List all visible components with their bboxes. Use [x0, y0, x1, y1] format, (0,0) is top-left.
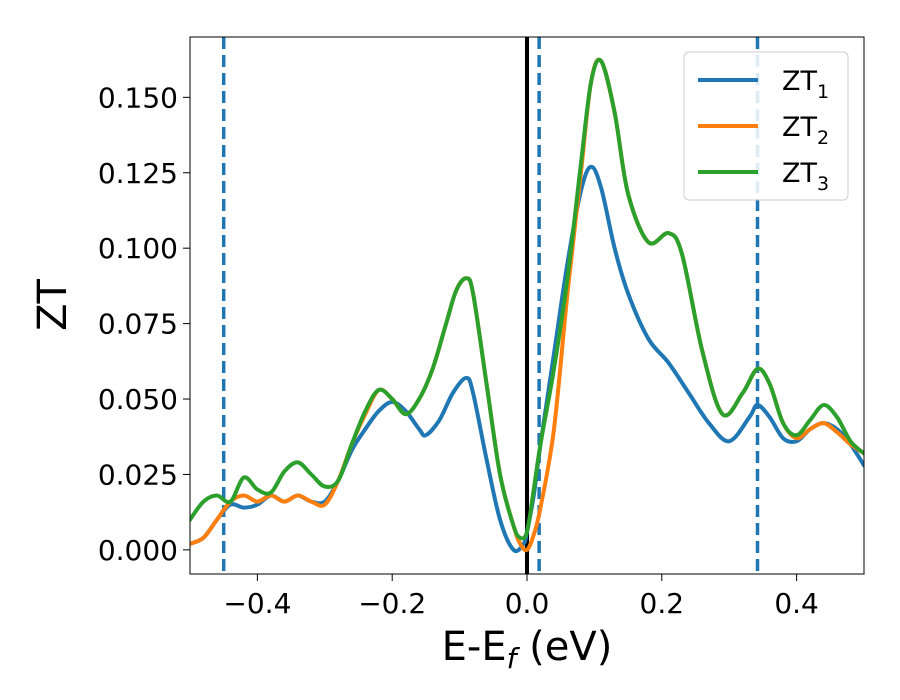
y-tick-label: 0.000	[98, 534, 178, 567]
legend-label-zt2: ZT2	[782, 112, 829, 149]
x-tick-label: 0.4	[774, 587, 819, 620]
x-axis-title: E-Ef (eV)	[442, 624, 613, 675]
series-line-zt3	[190, 57, 864, 541]
y-tick-label: 0.125	[98, 157, 178, 190]
x-axis-title-main: E-E	[442, 624, 507, 670]
y-tick-label: 0.150	[98, 81, 178, 114]
x-tick-label: 0.2	[640, 587, 685, 620]
y-tick-label: 0.025	[98, 458, 178, 491]
y-tick-label: 0.100	[98, 232, 178, 265]
legend-label-zt1: ZT1	[782, 66, 829, 103]
legend-label-zt3: ZT3	[782, 158, 829, 195]
y-axis-title: ZT	[30, 279, 76, 331]
x-tick-label: −0.2	[358, 587, 426, 620]
legend: ZT1 ZT2 ZT3	[683, 51, 849, 201]
x-tick-label: −0.4	[223, 587, 291, 620]
legend-box	[683, 51, 849, 201]
x-axis-title-tail: (eV)	[516, 624, 612, 670]
x-axis: −0.4 −0.2 0.0 0.2 0.4	[223, 574, 819, 620]
y-tick-label: 0.050	[98, 383, 178, 416]
x-tick-label: 0.0	[505, 587, 550, 620]
series-layer	[190, 57, 864, 554]
y-tick-label: 0.075	[98, 308, 178, 341]
reference-lines	[221, 37, 760, 574]
y-axis: 0.000 0.025 0.050 0.075 0.100 0.125 0.150	[98, 81, 190, 567]
